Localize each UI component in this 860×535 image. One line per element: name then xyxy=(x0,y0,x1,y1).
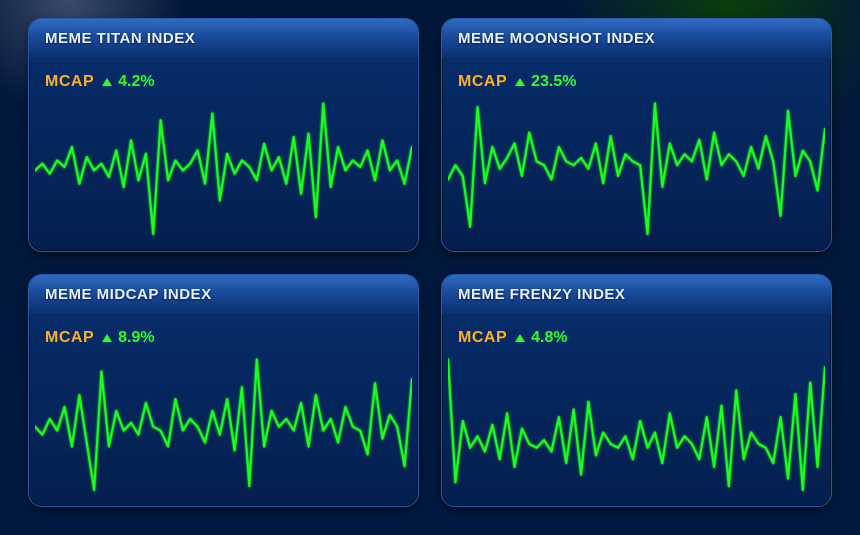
metric-row: MCAP 4.2% xyxy=(29,59,418,95)
metric-label: MCAP xyxy=(458,73,507,91)
sparkline-path xyxy=(35,103,412,234)
card-header: MEME MOONSHOT INDEX xyxy=(442,19,831,59)
card-moonshot[interactable]: MEME MOONSHOT INDEX MCAP 23.5% xyxy=(441,18,832,252)
arrow-up-icon xyxy=(515,334,525,342)
change-percent: 4.8% xyxy=(531,329,567,347)
card-title: MEME MIDCAP INDEX xyxy=(45,286,212,303)
card-midcap[interactable]: MEME MIDCAP INDEX MCAP 8.9% xyxy=(28,274,419,508)
metric-label: MCAP xyxy=(45,329,94,347)
card-titan[interactable]: MEME TITAN INDEX MCAP 4.2% xyxy=(28,18,419,252)
metric-label: MCAP xyxy=(458,329,507,347)
metric-label: MCAP xyxy=(45,73,94,91)
sparkline-chart xyxy=(29,351,418,507)
sparkline-path xyxy=(448,359,825,490)
sparkline-chart xyxy=(442,95,831,251)
sparkline-path xyxy=(35,359,412,490)
metric-row: MCAP 4.8% xyxy=(442,315,831,351)
sparkline-chart xyxy=(442,351,831,507)
card-frenzy[interactable]: MEME FRENZY INDEX MCAP 4.8% xyxy=(441,274,832,508)
sparkline-path xyxy=(448,103,825,234)
arrow-up-icon xyxy=(515,78,525,86)
metric-row: MCAP 23.5% xyxy=(442,59,831,95)
arrow-up-icon xyxy=(102,78,112,86)
card-header: MEME FRENZY INDEX xyxy=(442,275,831,315)
card-title: MEME MOONSHOT INDEX xyxy=(458,30,655,47)
card-title: MEME FRENZY INDEX xyxy=(458,286,625,303)
change-percent: 8.9% xyxy=(118,329,154,347)
arrow-up-icon xyxy=(102,334,112,342)
card-header: MEME TITAN INDEX xyxy=(29,19,418,59)
card-header: MEME MIDCAP INDEX xyxy=(29,275,418,315)
change-percent: 23.5% xyxy=(531,73,576,91)
change-percent: 4.2% xyxy=(118,73,154,91)
metric-row: MCAP 8.9% xyxy=(29,315,418,351)
card-title: MEME TITAN INDEX xyxy=(45,30,195,47)
sparkline-chart xyxy=(29,95,418,251)
index-cards-grid: MEME TITAN INDEX MCAP 4.2% MEME MOONSHOT… xyxy=(0,0,860,535)
